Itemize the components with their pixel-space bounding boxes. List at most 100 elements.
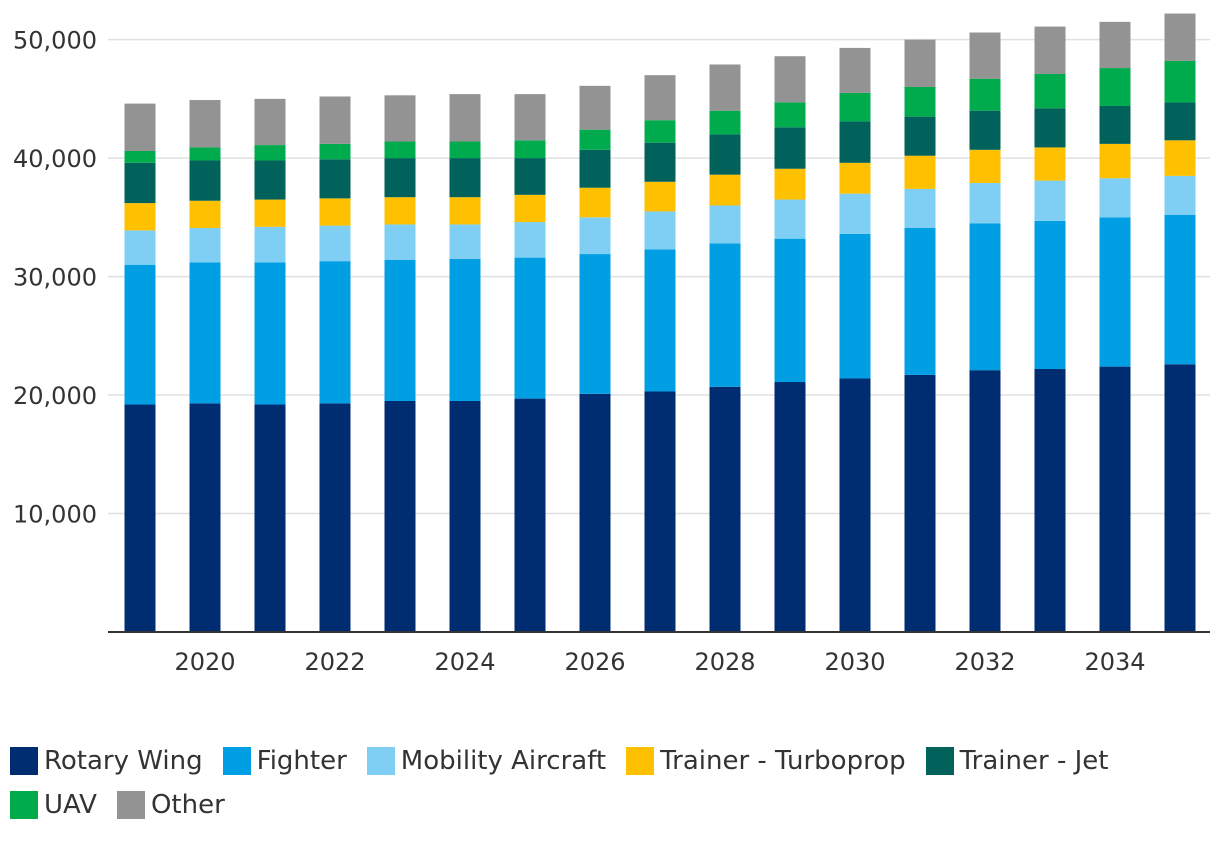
bar-segment-other-2019 xyxy=(124,103,156,151)
bar-segment-uav-2033 xyxy=(1034,73,1066,109)
bar-segment-uav-2021 xyxy=(254,145,286,161)
bar-segment-trainer-turboprop-2026 xyxy=(579,187,611,218)
bar-segment-trainer-turboprop-2034 xyxy=(1099,143,1131,179)
bar-segment-mobility-aircraft-2031 xyxy=(904,188,936,228)
bar-segment-rotary-wing-2035 xyxy=(1164,364,1196,632)
bar-segment-uav-2022 xyxy=(319,143,351,160)
bar-segment-other-2035 xyxy=(1164,13,1196,61)
x-tick-label: 2026 xyxy=(564,648,625,676)
bar-segment-mobility-aircraft-2027 xyxy=(644,211,676,250)
legend-item[interactable]: UAV xyxy=(10,790,97,820)
bar-segment-rotary-wing-2019 xyxy=(124,404,156,632)
bar-segment-fighter-2033 xyxy=(1034,220,1066,369)
bar-segment-rotary-wing-2032 xyxy=(969,370,1001,632)
bar-segment-trainer-jet-2022 xyxy=(319,159,351,199)
bar-segment-rotary-wing-2022 xyxy=(319,403,351,632)
bar-segment-mobility-aircraft-2025 xyxy=(514,222,546,258)
bar-segment-mobility-aircraft-2023 xyxy=(384,224,416,260)
x-tick-label: 2024 xyxy=(434,648,495,676)
bar-segment-trainer-turboprop-2035 xyxy=(1164,140,1196,176)
x-axis-ticks: 2020 2022 2024 2026 2028 2030 2032 2034 xyxy=(174,648,1145,676)
bar-segment-fighter-2019 xyxy=(124,264,156,405)
x-tick-label: 2032 xyxy=(954,648,1015,676)
bar-segment-trainer-jet-2020 xyxy=(189,160,221,201)
bar-segment-fighter-2021 xyxy=(254,262,286,405)
bar-segment-fighter-2026 xyxy=(579,254,611,394)
bar-segment-mobility-aircraft-2033 xyxy=(1034,180,1066,221)
legend-label: Trainer - Turboprop xyxy=(660,746,906,776)
bar-segment-uav-2030 xyxy=(839,92,871,122)
bar-segment-trainer-turboprop-2023 xyxy=(384,197,416,225)
bar-segment-uav-2024 xyxy=(449,141,481,159)
legend-item[interactable]: Rotary Wing xyxy=(10,746,203,776)
bar-segment-trainer-turboprop-2021 xyxy=(254,199,286,227)
bar-segment-mobility-aircraft-2028 xyxy=(709,205,741,244)
bar-segment-trainer-jet-2023 xyxy=(384,158,416,198)
y-tick-label: 10,000 xyxy=(13,501,97,529)
bars xyxy=(124,13,1196,632)
bar-segment-other-2030 xyxy=(839,47,871,93)
bar-segment-trainer-turboprop-2032 xyxy=(969,149,1001,183)
bar-segment-fighter-2035 xyxy=(1164,214,1196,365)
bar-segment-fighter-2034 xyxy=(1099,217,1131,367)
bar-segment-fighter-2020 xyxy=(189,262,221,404)
y-tick-label: 20,000 xyxy=(13,382,97,410)
legend-swatch xyxy=(10,791,38,819)
legend-swatch xyxy=(222,747,251,775)
bar-segment-trainer-turboprop-2020 xyxy=(189,200,221,228)
bar-segment-mobility-aircraft-2021 xyxy=(254,226,286,263)
bar-segment-trainer-jet-2034 xyxy=(1099,105,1131,144)
bar-segment-uav-2027 xyxy=(644,120,676,143)
bar-segment-fighter-2032 xyxy=(969,223,1001,371)
legend-item[interactable]: Trainer - Turboprop xyxy=(626,746,906,776)
bar-segment-rotary-wing-2021 xyxy=(254,404,286,632)
x-tick-label: 2034 xyxy=(1084,648,1145,676)
bar-segment-rotary-wing-2020 xyxy=(189,403,221,632)
bar-segment-trainer-turboprop-2027 xyxy=(644,181,676,212)
bar-segment-trainer-turboprop-2025 xyxy=(514,194,546,223)
bar-segment-uav-2031 xyxy=(904,87,936,117)
bar-segment-trainer-jet-2024 xyxy=(449,158,481,198)
bar-segment-mobility-aircraft-2030 xyxy=(839,193,871,234)
legend-label: Mobility Aircraft xyxy=(400,746,607,776)
bar-segment-mobility-aircraft-2032 xyxy=(969,182,1001,224)
bar-segment-trainer-jet-2019 xyxy=(124,162,156,204)
bar-segment-rotary-wing-2027 xyxy=(644,391,676,632)
bar-segment-uav-2035 xyxy=(1164,60,1196,103)
legend-item[interactable]: Other xyxy=(116,790,225,820)
bar-segment-mobility-aircraft-2034 xyxy=(1099,178,1131,218)
bar-segment-trainer-jet-2029 xyxy=(774,127,806,169)
legend-label: UAV xyxy=(44,790,97,820)
bar-segment-rotary-wing-2025 xyxy=(514,398,546,632)
bar-segment-trainer-turboprop-2033 xyxy=(1034,147,1066,181)
y-axis-ticks: 10,000 20,000 30,000 40,000 50,000 xyxy=(13,27,97,529)
legend-item[interactable]: Mobility Aircraft xyxy=(366,746,607,776)
x-tick-label: 2022 xyxy=(304,648,365,676)
bar-segment-trainer-turboprop-2030 xyxy=(839,162,871,194)
legend-label: Fighter xyxy=(256,746,347,776)
bar-segment-other-2031 xyxy=(904,39,936,88)
legend-swatch xyxy=(116,791,145,819)
bar-segment-mobility-aircraft-2024 xyxy=(449,224,481,259)
bar-segment-other-2022 xyxy=(319,96,351,144)
bar-segment-uav-2023 xyxy=(384,141,416,159)
bar-segment-uav-2032 xyxy=(969,78,1001,111)
legend-item[interactable]: Trainer - Jet xyxy=(925,746,1108,776)
y-tick-label: 30,000 xyxy=(13,264,97,292)
bar-segment-other-2034 xyxy=(1099,21,1131,69)
legend-item[interactable]: Fighter xyxy=(222,746,347,776)
bar-segment-mobility-aircraft-2020 xyxy=(189,227,221,263)
bar-segment-rotary-wing-2030 xyxy=(839,378,871,632)
bar-segment-uav-2029 xyxy=(774,102,806,128)
bar-segment-rotary-wing-2029 xyxy=(774,382,806,632)
bar-segment-mobility-aircraft-2022 xyxy=(319,225,351,262)
bar-segment-uav-2034 xyxy=(1099,68,1131,106)
bar-segment-trainer-jet-2030 xyxy=(839,121,871,163)
bar-segment-other-2029 xyxy=(774,56,806,103)
y-tick-label: 40,000 xyxy=(13,145,97,173)
legend-label: Other xyxy=(150,790,225,820)
bar-segment-rotary-wing-2034 xyxy=(1099,366,1131,632)
bar-segment-other-2020 xyxy=(189,100,221,148)
bar-segment-trainer-jet-2033 xyxy=(1034,108,1066,148)
